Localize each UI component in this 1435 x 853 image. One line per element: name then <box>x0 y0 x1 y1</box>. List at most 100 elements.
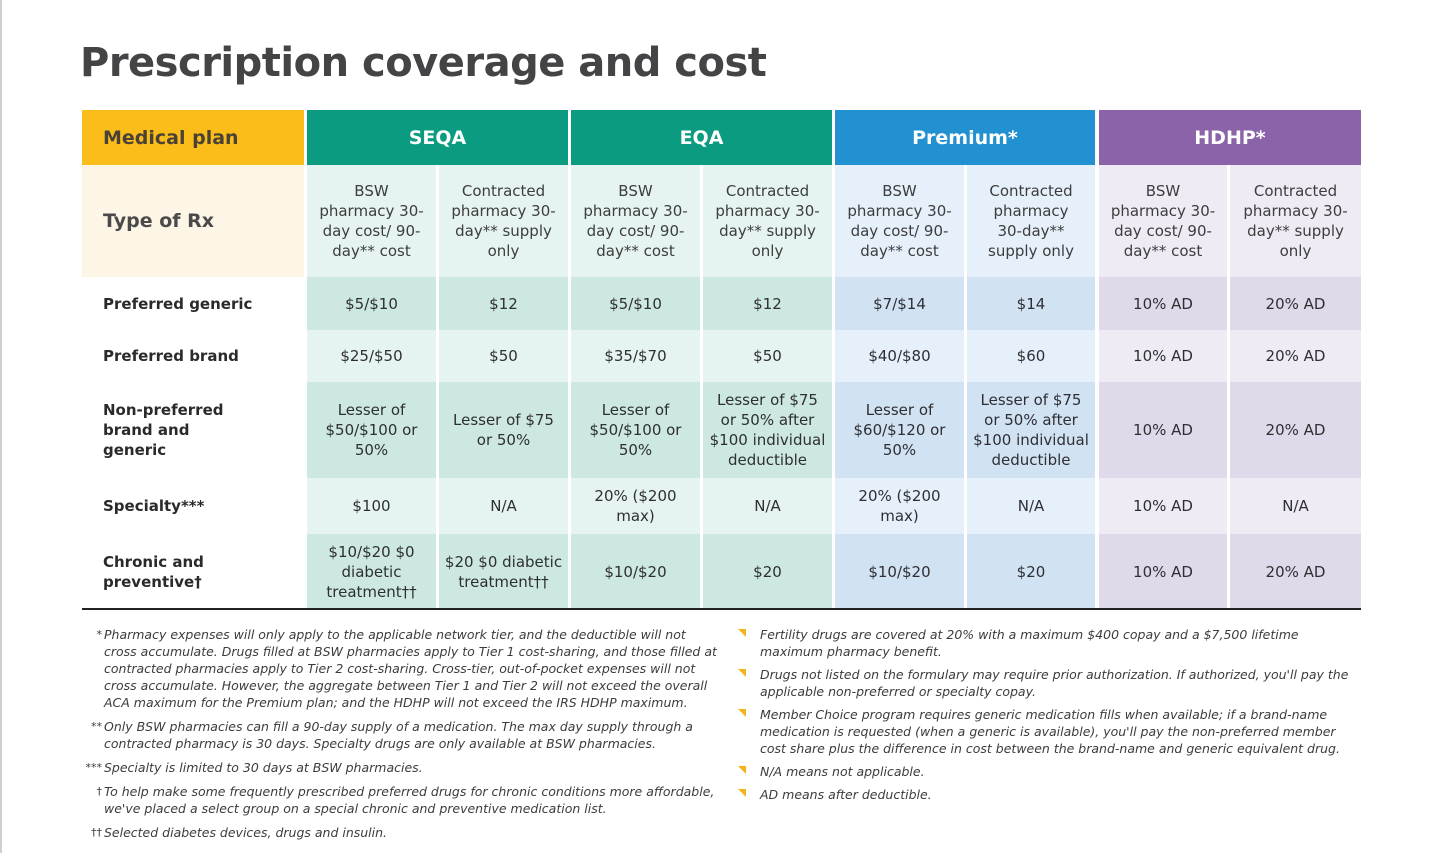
cost-cell: $50 <box>703 330 832 382</box>
cost-cell: Lesser of $50/$100 or 50% <box>571 382 700 478</box>
footnote-marker: †† <box>91 826 102 839</box>
subheader-contracted: Contracted pharmacy 30-day** supply only <box>967 165 1095 277</box>
subheader-bsw: BSW pharmacy 30-day cost/ 90-day** cost <box>835 165 964 277</box>
cost-cell: N/A <box>439 478 568 534</box>
footnote: Fertility drugs are covered at 20% with … <box>732 626 1362 660</box>
table-row: Non-preferred brand and generic Lesser of… <box>82 382 1361 478</box>
row-label: Preferred brand <box>82 330 304 382</box>
footnote: AD means after deductible. <box>732 786 1362 803</box>
cost-cell: 20% AD <box>1230 382 1361 478</box>
cost-cell: Lesser of $50/$100 or 50% <box>307 382 436 478</box>
cost-cell: 10% AD <box>1099 277 1227 330</box>
cost-cell: 20% ($200 max) <box>571 478 700 534</box>
plan-header-premium: Premium* <box>835 110 1095 165</box>
footnote: N/A means not applicable. <box>732 763 1362 780</box>
cost-cell: N/A <box>1230 478 1361 534</box>
footnote-text: AD means after deductible. <box>760 787 932 802</box>
footnote: *** Specialty is limited to 30 days at BS… <box>82 759 722 776</box>
subheader-bsw: BSW pharmacy 30-day cost/ 90-day** cost <box>307 165 436 277</box>
footnote-text: Drugs not listed on the formulary may re… <box>760 667 1349 699</box>
cost-cell: $40/$80 <box>835 330 964 382</box>
cost-cell: 10% AD <box>1099 478 1227 534</box>
cost-cell: 20% AD <box>1230 534 1361 609</box>
page-title: Prescription coverage and cost <box>80 40 767 86</box>
cost-cell: 20% ($200 max) <box>835 478 964 534</box>
cost-cell: Lesser of $75 or 50% after $100 individu… <box>703 382 832 478</box>
cost-cell: Lesser of $60/$120 or 50% <box>835 382 964 478</box>
cost-cell: $10/$20 $0 diabetic treatment†† <box>307 534 436 609</box>
plan-header-hdhp: HDHP* <box>1099 110 1361 165</box>
cost-cell: $14 <box>967 277 1095 330</box>
plan-header-eqa: EQA <box>571 110 832 165</box>
cost-cell: $100 <box>307 478 436 534</box>
footnote-text: Fertility drugs are covered at 20% with … <box>760 627 1299 659</box>
cost-cell: 20% AD <box>1230 277 1361 330</box>
cost-cell: $20 $0 diabetic treatment†† <box>439 534 568 609</box>
footnote-text: N/A means not applicable. <box>760 764 925 779</box>
subheader-contracted: Contracted pharmacy 30-day** supply only <box>703 165 832 277</box>
flag-bullet-icon <box>738 766 746 774</box>
table-bottom-rule <box>82 608 1361 610</box>
cost-cell: $12 <box>439 277 568 330</box>
footnote-text: To help make some frequently prescribed … <box>104 784 715 816</box>
cost-cell: 10% AD <box>1099 382 1227 478</box>
footnote-marker: ** <box>91 720 102 733</box>
footnote-text: Selected diabetes devices, drugs and ins… <box>104 825 388 840</box>
cost-cell: N/A <box>703 478 832 534</box>
cost-cell: $12 <box>703 277 832 330</box>
cost-cell: $20 <box>703 534 832 609</box>
footnotes-right: Fertility drugs are covered at 20% with … <box>732 626 1362 809</box>
footnote: * Pharmacy expenses will only apply to th… <box>82 626 722 711</box>
table-row: Preferred generic $5/$10 $12 $5/$10 $12 $7/$1… <box>82 277 1361 330</box>
cost-cell: Lesser of $75 or 50% <box>439 382 568 478</box>
row-label: Chronic and preventive† <box>82 534 304 609</box>
flag-bullet-icon <box>738 789 746 797</box>
plan-header-seqa: SEQA <box>307 110 568 165</box>
subheader-bsw: BSW pharmacy 30-day cost/ 90-day** cost <box>571 165 700 277</box>
footnotes-left: * Pharmacy expenses will only apply to th… <box>82 626 722 848</box>
footnote: ** Only BSW pharmacies can fill a 90-day … <box>82 718 722 752</box>
cost-cell: $7/$14 <box>835 277 964 330</box>
cost-cell: $20 <box>967 534 1095 609</box>
cost-cell: 10% AD <box>1099 330 1227 382</box>
cost-cell: $10/$20 <box>835 534 964 609</box>
footnote-text: Specialty is limited to 30 days at BSW p… <box>104 760 423 775</box>
footnote-marker: † <box>96 785 103 798</box>
footnote-marker: *** <box>85 761 103 774</box>
cost-cell: $10/$20 <box>571 534 700 609</box>
cost-cell: $25/$50 <box>307 330 436 382</box>
subheader-row: Type of Rx BSW pharmacy 30-day cost/ 90-… <box>82 165 1361 277</box>
subheader-bsw: BSW pharmacy 30-day cost/ 90-day** cost <box>1099 165 1227 277</box>
table-row: Specialty*** $100 N/A 20% ($200 max) N/A 20% … <box>82 478 1361 534</box>
cost-cell: $5/$10 <box>307 277 436 330</box>
cost-cell: 10% AD <box>1099 534 1227 609</box>
footnote-marker: * <box>96 628 103 641</box>
type-of-rx-header: Type of Rx <box>82 165 304 277</box>
table-row: Preferred brand $25/$50 $50 $35/$70 $50 $40/$… <box>82 330 1361 382</box>
flag-bullet-icon <box>738 629 746 637</box>
subheader-contracted: Contracted pharmacy 30-day** supply only <box>439 165 568 277</box>
table-row: Chronic and preventive† $10/$20 $0 diabet… <box>82 534 1361 609</box>
footnote: †† Selected diabetes devices, drugs and i… <box>82 824 722 841</box>
footnote: † To help make some frequently prescribed… <box>82 783 722 817</box>
flag-bullet-icon <box>738 669 746 677</box>
cost-cell: $5/$10 <box>571 277 700 330</box>
footnote-text: Pharmacy expenses will only apply to the… <box>104 627 717 710</box>
footnote-text: Member Choice program requires generic m… <box>760 707 1340 756</box>
row-label: Preferred generic <box>82 277 304 330</box>
cost-cell: N/A <box>967 478 1095 534</box>
cost-cell: $35/$70 <box>571 330 700 382</box>
row-label: Specialty*** <box>82 478 304 534</box>
flag-bullet-icon <box>738 709 746 717</box>
footnote: Member Choice program requires generic m… <box>732 706 1362 757</box>
cost-cell: $50 <box>439 330 568 382</box>
cost-cell: $60 <box>967 330 1095 382</box>
footnote-text: Only BSW pharmacies can fill a 90-day su… <box>104 719 693 751</box>
plan-header-row: Medical plan SEQA EQA Premium* HDHP* <box>82 110 1361 165</box>
cost-cell: 20% AD <box>1230 330 1361 382</box>
row-label: Non-preferred brand and generic <box>82 382 304 478</box>
cost-cell: Lesser of $75 or 50% after $100 individu… <box>967 382 1095 478</box>
medical-plan-header: Medical plan <box>82 110 304 165</box>
subheader-contracted: Contracted pharmacy 30-day** supply only <box>1230 165 1361 277</box>
footnote: Drugs not listed on the formulary may re… <box>732 666 1362 700</box>
